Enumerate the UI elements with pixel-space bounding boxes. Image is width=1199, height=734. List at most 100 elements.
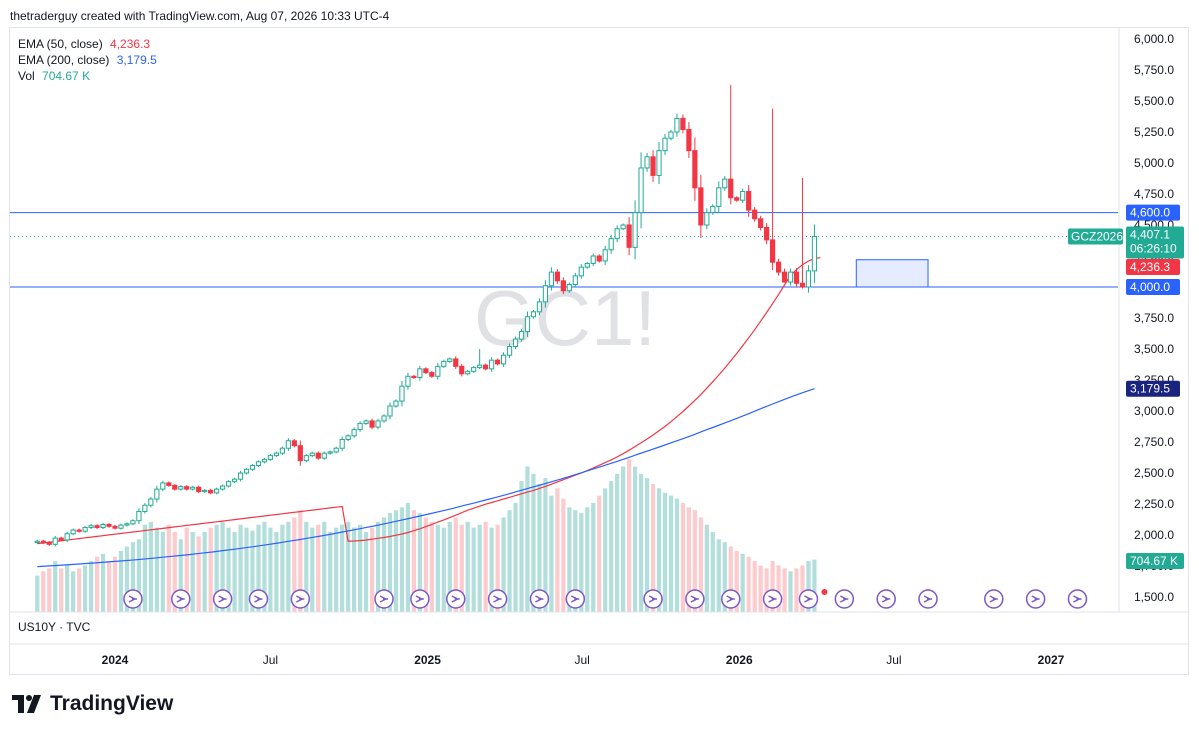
candle-body <box>752 209 758 220</box>
volume-bar <box>567 507 572 612</box>
volume-bar <box>746 556 751 612</box>
bar-countdown: 06:26:10 <box>1130 242 1177 256</box>
candle-body <box>160 482 166 490</box>
range-box <box>855 259 929 288</box>
legend-ema50[interactable]: EMA (50, close) 4,236.3 <box>18 36 161 52</box>
candle-body <box>716 187 722 207</box>
candle <box>626 217 632 256</box>
candle-body <box>602 249 608 262</box>
candle <box>136 508 142 524</box>
volume-bar <box>106 561 112 612</box>
price-tick-label: 6,000.0 <box>1134 32 1174 46</box>
candle <box>112 524 118 530</box>
candle-body <box>471 367 477 372</box>
candle <box>369 418 375 430</box>
candle-body <box>500 354 507 365</box>
candle <box>178 485 184 491</box>
volume-bar <box>334 527 339 612</box>
candle-body <box>626 224 632 248</box>
ema200-price-tag-bg <box>1126 380 1180 397</box>
volume-bar <box>100 553 106 612</box>
candle <box>524 311 531 337</box>
candle-body <box>214 488 220 494</box>
candle-body <box>130 520 136 525</box>
volume-bar <box>806 561 811 612</box>
level-price-tag-bg <box>1126 279 1180 295</box>
candle-body <box>632 212 638 248</box>
volume-bar <box>812 559 817 612</box>
attribution: thetraderguy created with TradingView.co… <box>10 9 390 23</box>
candle-body <box>309 452 315 457</box>
candle <box>46 540 52 546</box>
volume-bar <box>644 478 650 612</box>
tradingview-logo[interactable]: TradingView <box>12 692 173 716</box>
candle <box>518 329 525 342</box>
candle <box>423 367 429 375</box>
volume-bar <box>184 527 189 612</box>
symbol-tag-bg <box>1068 228 1123 245</box>
candle <box>357 421 363 432</box>
candle-body <box>728 178 734 199</box>
legend-ema200[interactable]: EMA (200, close) 3,179.5 <box>18 52 161 68</box>
candle-body <box>477 364 483 369</box>
event-marker-icon <box>451 595 460 603</box>
volume-bar <box>734 550 739 612</box>
candle-body <box>94 525 100 529</box>
volume-bar <box>88 561 94 612</box>
candle <box>506 343 513 359</box>
volume-bar <box>358 524 363 612</box>
volume-bar <box>41 571 46 612</box>
candle-body <box>722 178 728 189</box>
candle <box>692 137 698 201</box>
volume-bar <box>387 513 393 612</box>
event-marker-icon <box>690 595 699 603</box>
event-marker-icon <box>128 595 137 603</box>
candle-body <box>638 167 644 214</box>
legend-volume-label: Vol <box>18 69 35 83</box>
time-tick-label: 2027 <box>1038 653 1065 667</box>
volume-bar <box>196 536 201 612</box>
volume-bar <box>686 507 691 612</box>
event-marker-icon <box>571 595 580 603</box>
candle <box>202 488 208 494</box>
candle <box>363 419 369 425</box>
volume-bar <box>573 510 578 612</box>
legend-ema50-value: 4,236.3 <box>110 37 151 51</box>
subpane-label[interactable]: US10Y · TVC <box>18 620 91 634</box>
legend-volume[interactable]: Vol 704.67 K <box>18 68 161 84</box>
volume-bar <box>459 524 464 612</box>
volume-bar <box>220 521 225 612</box>
candle <box>124 522 130 527</box>
candle-body <box>166 482 172 486</box>
candle-body <box>351 429 357 437</box>
volume-bar <box>465 521 470 612</box>
candle <box>327 450 333 455</box>
candle <box>584 261 590 269</box>
volume-bar <box>47 568 52 612</box>
candle-body <box>381 415 387 422</box>
event-marker-icon <box>296 595 305 603</box>
event-marker-icon <box>535 595 544 603</box>
volume-bar <box>35 575 40 612</box>
ema200-price-tag: 3,179.5 <box>1130 382 1170 396</box>
candle-body <box>435 365 441 377</box>
event-marker-icon <box>648 595 658 603</box>
candle <box>698 174 704 239</box>
ema50-line <box>37 257 821 545</box>
candle <box>811 224 818 283</box>
price-tick-label: 4,750.0 <box>1134 187 1174 201</box>
candle-body <box>273 452 280 457</box>
volume-bar <box>244 527 249 612</box>
volume-bar <box>591 502 596 612</box>
candle-body <box>52 537 58 545</box>
price-tick-label: 5,000.0 <box>1134 156 1174 170</box>
legend-volume-value: 704.67 K <box>42 69 91 83</box>
volume-bar <box>53 561 58 612</box>
volume-bar <box>692 510 697 612</box>
volume-bar <box>609 481 614 612</box>
candle-body <box>100 523 106 529</box>
candle <box>620 223 626 231</box>
candle <box>417 365 423 381</box>
candle <box>560 277 566 295</box>
